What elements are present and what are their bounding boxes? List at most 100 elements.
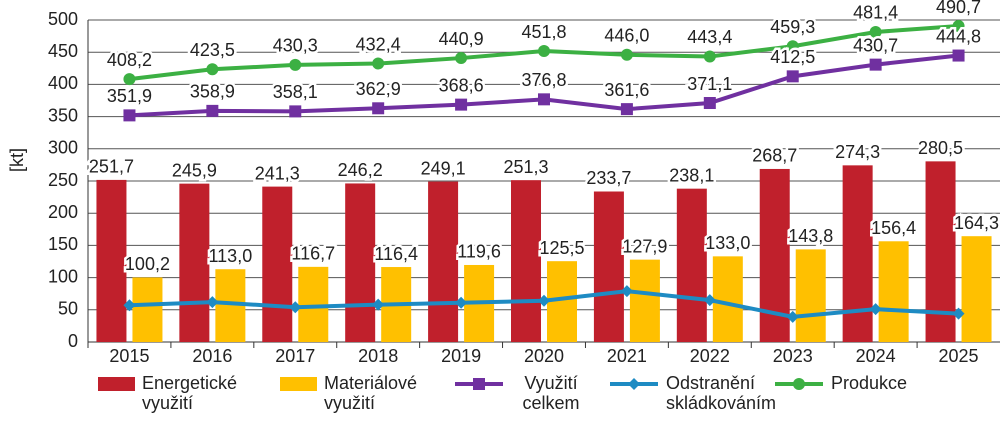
data-label: 443,4 [687, 27, 732, 47]
y-tick-label: 350 [48, 105, 78, 125]
data-label: 251,3 [503, 157, 548, 177]
data-label: 408,2 [107, 50, 152, 70]
legend-label: Odstranění skládkováním [666, 373, 777, 413]
data-label: 125,5 [539, 238, 584, 258]
marker [455, 98, 468, 111]
marker [869, 25, 882, 38]
data-label: 241,3 [255, 163, 300, 183]
data-label: 119,6 [457, 242, 501, 262]
marker [206, 296, 219, 309]
data-label: 440,9 [439, 29, 484, 49]
y-tick-label: 500 [48, 9, 78, 29]
data-label: 156,4 [871, 218, 916, 238]
bar [676, 188, 707, 342]
marker [473, 378, 485, 390]
bar [795, 249, 826, 342]
marker [952, 307, 965, 320]
marker [786, 310, 799, 323]
marker [786, 70, 799, 83]
data-label: 358,9 [190, 82, 235, 102]
x-tick-label: 2019 [441, 346, 481, 366]
marker [123, 73, 136, 86]
bar [878, 241, 909, 342]
marker [289, 105, 302, 118]
data-label: 133,0 [705, 233, 750, 253]
data-label: 100,2 [125, 254, 170, 274]
marker [703, 294, 716, 307]
legend-swatch [280, 377, 317, 391]
marker [952, 49, 965, 62]
marker [620, 285, 633, 298]
marker [289, 58, 302, 71]
y-tick-label: 250 [48, 170, 78, 190]
data-label: 268,7 [752, 146, 797, 166]
marker [455, 296, 468, 309]
marker [123, 299, 136, 312]
marker [206, 104, 219, 117]
data-label: 444,8 [936, 26, 981, 46]
data-label: 280,5 [918, 138, 963, 158]
x-tick-label: 2018 [358, 346, 398, 366]
data-label: 432,4 [356, 34, 401, 54]
bar [428, 181, 459, 342]
data-label: 113,0 [209, 246, 253, 266]
x-tick-label: 2021 [607, 346, 647, 366]
data-label: 376,8 [521, 70, 566, 90]
line-series [123, 285, 965, 323]
bar [712, 256, 743, 342]
y-axis-label: [kt] [7, 148, 27, 172]
marker [289, 301, 302, 314]
line-series [123, 49, 965, 122]
marker [703, 50, 716, 63]
data-label: 127,9 [622, 236, 667, 256]
y-tick-label: 50 [58, 299, 78, 319]
data-label: 116,4 [374, 244, 418, 264]
y-tick-label: 400 [48, 73, 78, 93]
data-label: 412,5 [770, 47, 815, 67]
marker [538, 45, 550, 58]
x-tick-label: 2015 [109, 346, 149, 366]
marker [869, 303, 882, 316]
bar [345, 183, 376, 342]
data-label: 430,7 [853, 35, 898, 55]
legend-label: Produkce [831, 373, 908, 393]
data-label: 451,8 [521, 22, 566, 42]
marker [372, 102, 385, 115]
y-tick-label: 0 [68, 331, 78, 351]
data-label: 246,2 [338, 160, 383, 180]
data-label: 361,6 [604, 80, 649, 100]
data-label: 423,5 [190, 40, 235, 60]
bar [132, 277, 163, 342]
marker [538, 294, 550, 307]
marker [793, 378, 805, 390]
x-tick-label: 2024 [856, 346, 896, 366]
bar [629, 259, 660, 342]
x-tick-label: 2023 [773, 346, 813, 366]
x-tick-label: 2022 [690, 346, 730, 366]
y-tick-label: 150 [48, 234, 78, 254]
x-tick-label: 2017 [275, 346, 315, 366]
bar [262, 186, 293, 342]
marker [952, 19, 965, 32]
marker [620, 103, 633, 116]
bar [961, 236, 992, 342]
data-label: 358,1 [273, 82, 318, 102]
line-series [123, 19, 965, 86]
x-tick-label: 2016 [192, 346, 232, 366]
marker [628, 378, 640, 390]
data-label: 481,4 [853, 3, 898, 23]
marker [455, 52, 468, 65]
bar [593, 191, 624, 342]
y-tick-label: 100 [48, 266, 78, 286]
marker [538, 93, 550, 106]
data-label: 251,7 [89, 157, 134, 177]
data-label: 249,1 [421, 158, 466, 178]
bar [842, 165, 873, 342]
legend-swatch [98, 377, 135, 391]
data-label: 164,3 [954, 213, 999, 233]
data-label: 116,7 [291, 244, 335, 264]
marker [123, 109, 136, 122]
data-label: 245,9 [172, 160, 217, 180]
